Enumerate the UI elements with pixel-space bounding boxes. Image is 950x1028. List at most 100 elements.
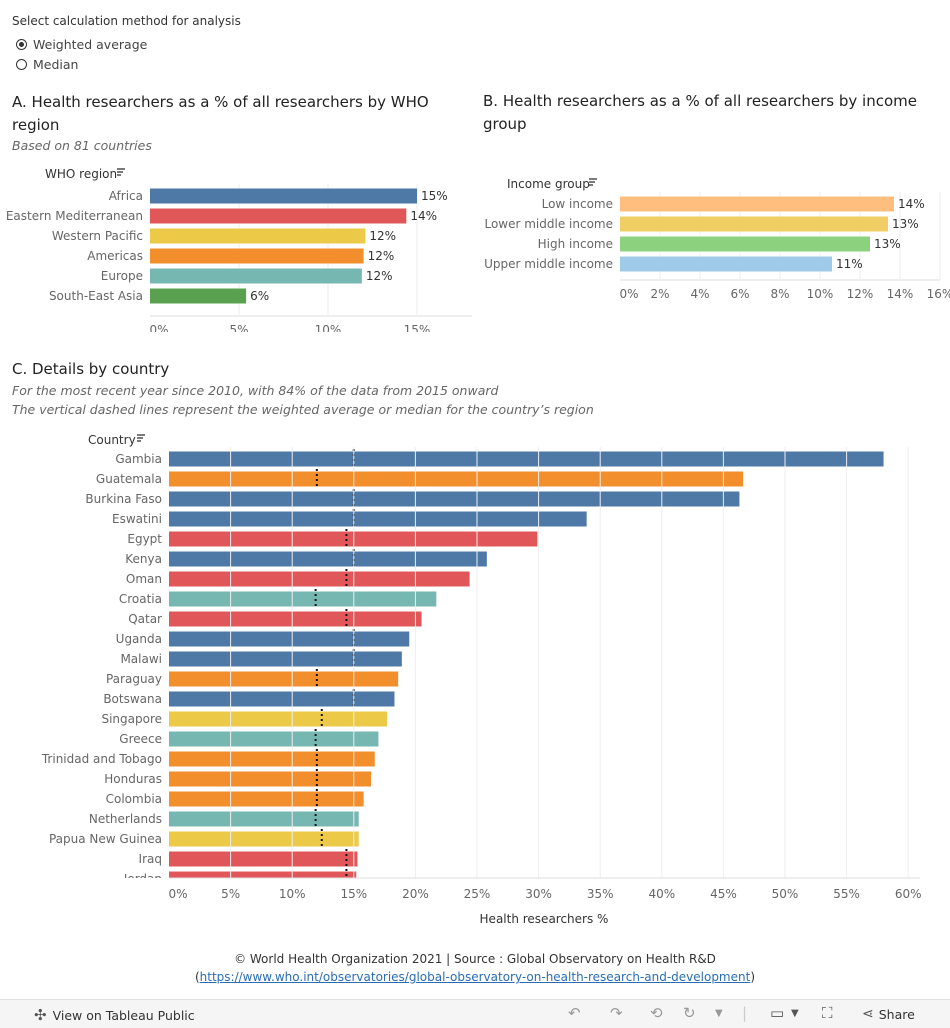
chart-a-data-label: 15% [421, 189, 448, 203]
chart-c-bar-croatia [169, 591, 437, 607]
chart-c-country-label: Gambia [115, 452, 162, 466]
tableau-toolbar: ✣ View on Tableau Public ↶ ↷ ⟲ ↻ ▼ | ▭ ▼… [0, 999, 950, 1028]
chart-a-data-label: 6% [250, 289, 269, 303]
chart-c-country-label: Qatar [128, 612, 162, 626]
toolbar-divider: | [742, 1004, 748, 1022]
chart-c-country-label: Egypt [127, 532, 162, 546]
chart-c-bar-colombia [169, 791, 364, 807]
panel-c-title: C. Details by country [12, 360, 170, 378]
chart-c-tick-label: 30% [525, 887, 552, 901]
footer-source-link[interactable]: https://www.who.int/observatories/global… [199, 970, 751, 984]
footer-paren-close: ) [750, 970, 756, 984]
chart-c-country-label: Netherlands [89, 812, 162, 826]
chart-b-data-label: 14% [898, 197, 925, 211]
panel-b-title-line2: group [483, 115, 527, 133]
chart-a-data-label: 12% [366, 269, 393, 283]
share-button[interactable]: ⋖ Share [862, 1006, 915, 1022]
chart-c-bar-malawi [169, 651, 402, 667]
chart-c-country-label: Guatemala [96, 472, 162, 486]
chart-c-dimension-label: Country [88, 433, 136, 447]
chart-c-country-label: Papua New Guinea [49, 832, 162, 846]
chart-a-tick-label: 10% [315, 323, 342, 332]
chart-c-country-label: Burkina Faso [85, 492, 162, 506]
radio-median[interactable]: Median [12, 54, 241, 74]
chart-b-category-label: Low income [542, 197, 613, 211]
radio-weighted-average[interactable]: Weighted average [12, 34, 241, 54]
chart-b-bar-low-income [620, 196, 894, 212]
chart-a-tick-label: 5% [229, 323, 248, 332]
chart-a-category-label: Western Pacific [52, 229, 143, 243]
chart-c-bar-singapore [169, 711, 388, 727]
calculation-method-control: Select calculation method for analysis W… [12, 14, 241, 74]
chart-a-category-label: Eastern Mediterranean [6, 209, 143, 223]
footer: © World Health Organization 2021 | Sourc… [0, 950, 950, 986]
chart-a-bar-europe [150, 268, 362, 284]
chart-c-country-label: Croatia [119, 592, 162, 606]
panel-c-subtitle-2: The vertical dashed lines represent the … [12, 402, 594, 417]
calculation-method-title: Select calculation method for analysis [12, 14, 241, 28]
chart-c-tick-label: 5% [221, 887, 240, 901]
chart-b-data-label: 11% [836, 257, 863, 271]
radio-weighted-average-label: Weighted average [33, 36, 148, 52]
chart-c-x-axis-title: Health researchers % [480, 912, 609, 926]
chart-a-tick-label: 0% [149, 323, 168, 332]
chart-a-bar-south-east-asia [150, 288, 247, 304]
chart-a-data-label: 12% [368, 249, 395, 263]
footer-link-line: (https://www.who.int/observatories/globa… [0, 968, 950, 986]
chart-c-tick-label: 40% [648, 887, 675, 901]
chart-c-bar-eswatini [169, 511, 587, 527]
chart-b-tick-label: 2% [650, 287, 669, 301]
revert-icon[interactable]: ⟲ [650, 1004, 663, 1022]
chart-c-bar-jordan [169, 871, 357, 878]
chart-c-bar-botswana [169, 691, 395, 707]
chart-c-bar-kenya [169, 551, 487, 567]
chart-c-tick-label: 0% [168, 887, 187, 901]
chart-b-bar-high-income [620, 236, 870, 252]
view-on-tableau-button[interactable]: ✣ View on Tableau Public [34, 1006, 195, 1024]
chart-b-category-label: Lower middle income [484, 217, 613, 231]
chart-b-tick-label: 8% [770, 287, 789, 301]
panel-c-subtitle-1: For the most recent year since 2010, wit… [12, 383, 499, 398]
chart-a-data-label: 12% [369, 229, 396, 243]
chart-b-tick-label: 6% [730, 287, 749, 301]
download-dropdown-icon[interactable]: ▼ [791, 1008, 799, 1019]
chart-c-tick-label: 50% [772, 887, 799, 901]
chart-c-bar-guatemala [169, 471, 744, 487]
chart-c-country-label: Malawi [120, 652, 162, 666]
chart-c-country-label: Uganda [116, 632, 162, 646]
chart-b-tick-label: 10% [807, 287, 834, 301]
chart-c-country-label: Iraq [139, 852, 162, 866]
radio-selected-icon[interactable] [16, 38, 27, 50]
chart-c-country-label: Trinidad and Tobago [41, 752, 162, 766]
chart-c-bar-burkina-faso [169, 491, 740, 507]
download-icon[interactable]: ▭ [770, 1004, 785, 1022]
chart-c-bar-trinidad-and-tobago [169, 751, 375, 767]
radio-unselected-icon[interactable] [16, 58, 27, 70]
chart-c-plot-area: Gambia Guatemala Burkina Faso Eswatini Egypt… [41, 449, 884, 878]
footer-paren-open: ( [194, 970, 200, 984]
undo-icon[interactable]: ↶ [568, 1004, 581, 1022]
chart-b-dimension-label: Income group [507, 177, 590, 191]
chart-c-country-label: Kenya [125, 552, 162, 566]
chart-a-bar-americas [150, 248, 364, 264]
chart-c-tick-label: 25% [464, 887, 491, 901]
chart-c-tick-label: 35% [587, 887, 614, 901]
refresh-dropdown-icon[interactable]: ▼ [715, 1008, 723, 1019]
fullscreen-icon[interactable]: ⛶ [822, 1004, 833, 1022]
chart-c-tick-label: 20% [402, 887, 429, 901]
chart-b-data-label: 13% [874, 237, 901, 251]
share-icon: ⋖ [862, 1006, 874, 1022]
refresh-icon[interactable]: ↻ [683, 1004, 696, 1022]
chart-b-category-label: Upper middle income [484, 257, 613, 271]
chart-c-country-details: Country Gambia Guatemala Burkina Faso Eswati… [41, 433, 922, 926]
chart-c-tick-label: 15% [340, 887, 367, 901]
chart-b-tick-label: 14% [887, 287, 914, 301]
tableau-logo-icon: ✣ [34, 1006, 47, 1024]
chart-c-tick-label: 60% [895, 887, 922, 901]
chart-c-bar-honduras [169, 771, 372, 787]
chart-c-bar-oman [169, 571, 470, 587]
chart-b-bar-lower-middle-income [620, 216, 888, 232]
redo-icon[interactable]: ↷ [610, 1004, 623, 1022]
chart-a-category-label: Europe [101, 269, 143, 283]
chart-c-country-label: Greece [119, 732, 162, 746]
